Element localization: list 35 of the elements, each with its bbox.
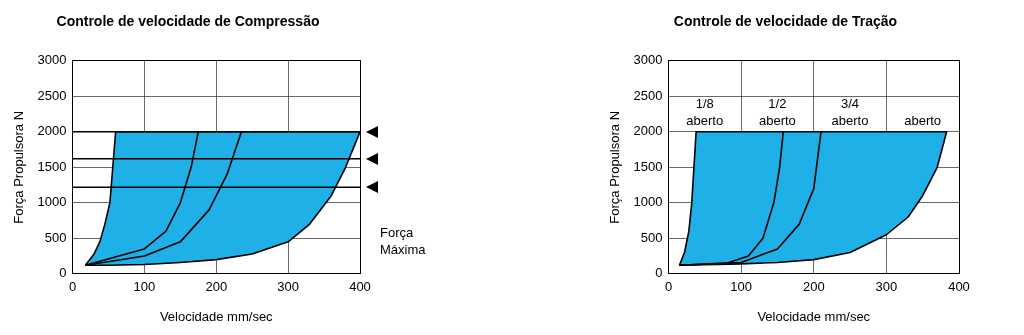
y-tick-label: 0	[655, 265, 663, 281]
x-tick-label: 100	[133, 279, 156, 295]
annotation: 1/8 aberto	[686, 94, 724, 129]
x-tick-label: 200	[802, 279, 825, 295]
y-tick-label: 3000	[37, 52, 67, 68]
annotation: aberto	[904, 111, 942, 129]
chart-title: Controle de velocidade de Compressão	[56, 13, 320, 30]
y-tick-label: 2000	[37, 123, 67, 139]
y-tick-label: 1500	[37, 158, 67, 174]
y-axis-title: Força Propulsora N	[11, 110, 27, 224]
y-tick-label: 500	[640, 229, 663, 245]
x-tick-label: 400	[349, 279, 371, 295]
y-tick-label: 2000	[633, 123, 663, 139]
y-tick-label: 1000	[633, 194, 663, 210]
y-tick-label: 0	[59, 265, 67, 281]
annotation: 3/4 aberto	[831, 94, 869, 129]
x-tick-label: 0	[68, 279, 77, 295]
y-axis-title: Força Propulsora N	[607, 110, 623, 224]
y-tick-label: 500	[44, 229, 67, 245]
chart-title: Controle de velocidade de Tração	[673, 13, 898, 30]
x-tick-label: 400	[948, 279, 970, 295]
x-tick-label: 300	[875, 279, 898, 295]
y-tick-label: 1500	[633, 158, 663, 174]
annotation: 1/2 aberto	[758, 94, 796, 129]
y-tick-label: 3000	[633, 52, 663, 68]
y-tick-label: 1000	[37, 194, 67, 210]
x-tick-label: 0	[664, 279, 673, 295]
x-axis-title: Velocidade mm/sec	[159, 308, 274, 324]
text: Força Máxima	[380, 223, 426, 258]
y-tick-label: 2500	[37, 87, 67, 103]
y-tick-label: 2500	[633, 87, 663, 103]
x-axis-title: Velocidade mm/sec	[757, 308, 871, 324]
x-tick-label: 200	[205, 279, 228, 295]
x-tick-label: 100	[730, 279, 752, 295]
x-tick-label: 300	[277, 279, 299, 295]
